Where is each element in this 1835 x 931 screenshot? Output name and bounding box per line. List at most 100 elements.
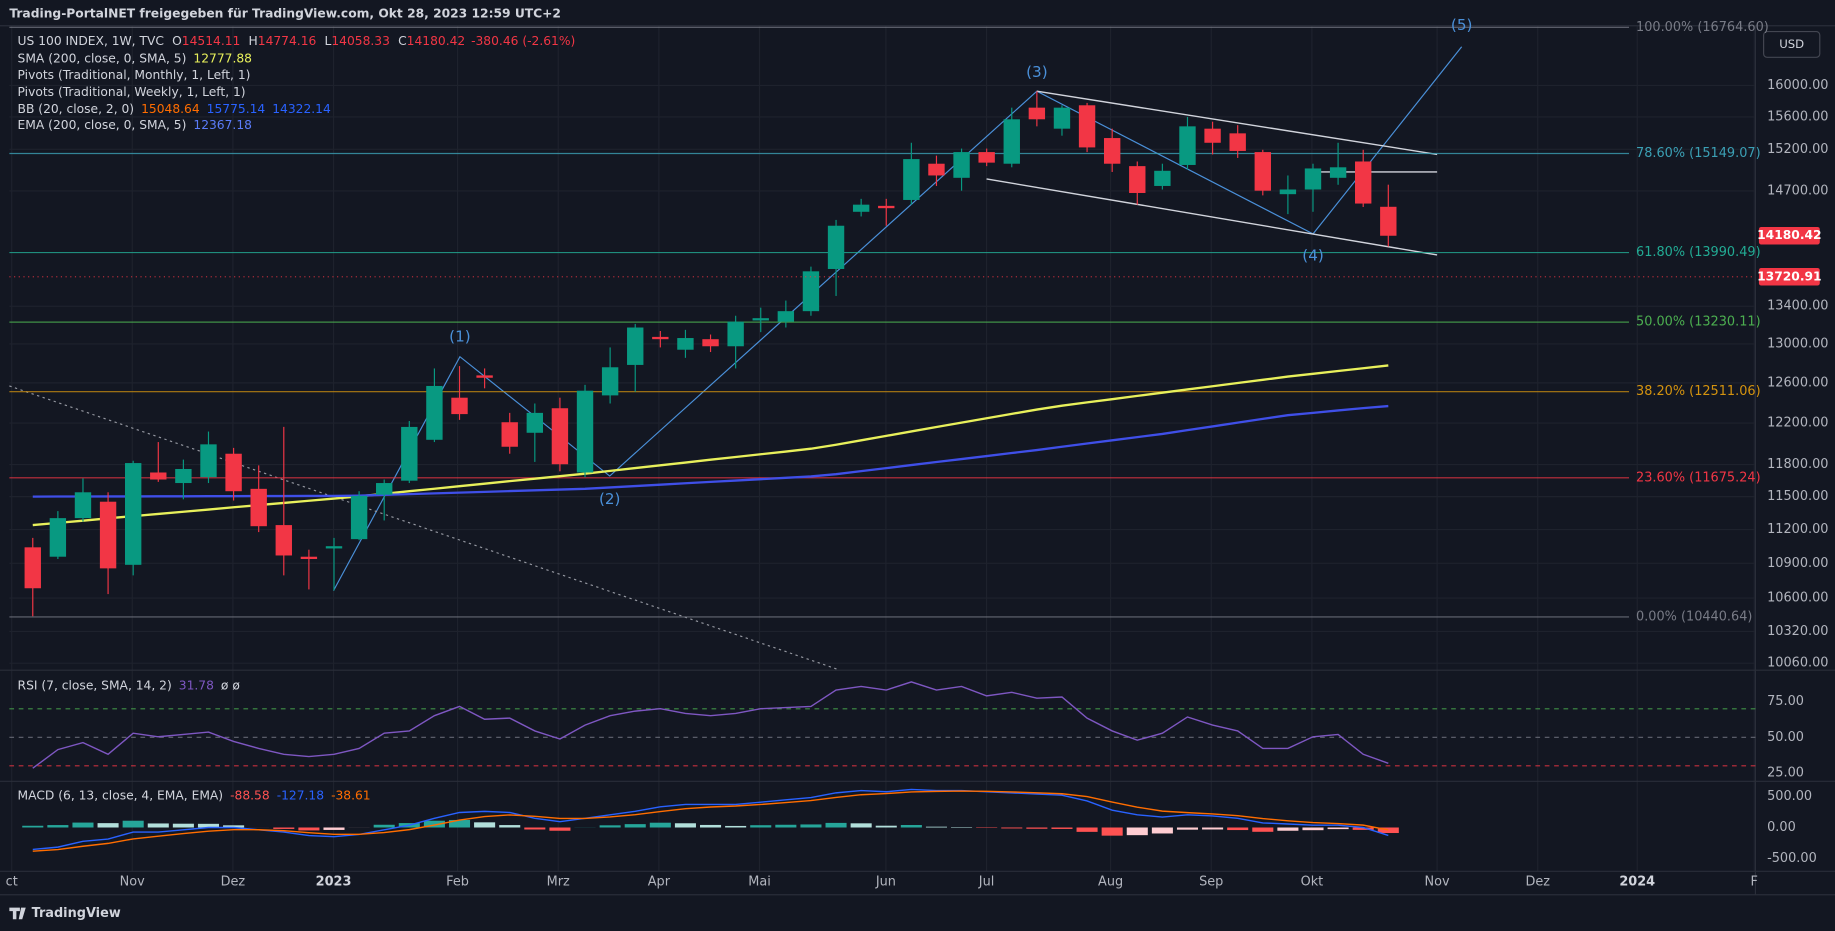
fib-label: 23.60% (11675.24): [1636, 470, 1761, 485]
indicator-name: MACD (6, 13, close, 4, EMA, EMA): [18, 788, 224, 802]
indicator-value: 12367.18: [193, 118, 252, 132]
y-tick-label: 12200.00: [1767, 416, 1828, 431]
macd-histogram-bar: [1076, 827, 1098, 832]
x-tick-label: Nov: [120, 874, 145, 889]
macd-histogram-bar: [775, 824, 797, 828]
y-tick-label: 11500.00: [1767, 489, 1828, 504]
macd-histogram-bar: [900, 825, 922, 828]
candle-body: [1053, 107, 1071, 129]
candle-body: [175, 468, 192, 484]
currency-button[interactable]: [1763, 30, 1821, 58]
macd-histogram-bar: [323, 827, 345, 830]
fib-label: 38.20% (12511.06): [1636, 384, 1761, 399]
wave-label: (3): [1026, 63, 1048, 81]
indicator-value: -38.61: [331, 788, 371, 802]
y-tick-label: 11800.00: [1767, 457, 1828, 472]
x-tick-label: Feb: [446, 874, 469, 889]
ohlc-label: L: [325, 33, 332, 47]
currency-label[interactable]: USD: [1779, 37, 1804, 51]
candle-body: [1003, 119, 1020, 164]
legend-line: BB (20, close, 2, 0) 15048.64 15775.14 1432…: [18, 101, 331, 115]
y-tick-label: 0.00: [1767, 820, 1796, 835]
candle-body: [250, 488, 267, 527]
macd-histogram-bar: [122, 820, 144, 828]
macd-histogram-bar: [499, 825, 521, 828]
macd-histogram-bar: [1352, 827, 1374, 830]
macd-histogram-bar: [97, 823, 119, 828]
fib-label: 50.00% (13230.11): [1636, 315, 1761, 330]
candle-body: [777, 311, 795, 322]
macd-line: [32, 790, 1389, 852]
candle-body: [1103, 138, 1121, 164]
legend-line: SMA (200, close, 0, SMA, 5) 12777.88: [18, 51, 252, 65]
macd-histogram-bar: [624, 824, 646, 828]
indicator-value: 15775.14: [207, 101, 266, 115]
x-tick-label: Dez: [1525, 874, 1550, 889]
macd-histogram-bar: [1377, 827, 1399, 834]
candle-body: [852, 204, 870, 212]
candle-body: [677, 338, 694, 350]
candle-body: [903, 159, 920, 200]
indicator-value: 15048.64: [141, 101, 200, 115]
candle-body: [200, 444, 217, 478]
y-tick-label: 25.00: [1767, 765, 1804, 780]
candle-body: [702, 339, 719, 347]
y-tick-label: 13000.00: [1767, 336, 1828, 351]
ohlc-value: 14058.33: [331, 33, 390, 47]
legend-line: Pivots (Traditional, Monthly, 1, Left, 1…: [18, 67, 251, 81]
indicator-name: Pivots (Traditional, Weekly, 1, Left, 1): [18, 84, 246, 98]
ohlc-label: C: [398, 33, 407, 47]
ohlc-label: O: [172, 33, 182, 47]
candle-body: [426, 385, 443, 440]
wave-label: (5): [1451, 16, 1473, 34]
macd-histogram-bar: [1202, 827, 1224, 830]
macd-histogram-bar: [925, 826, 947, 828]
legend-line: RSI (7, close, SMA, 14, 2) 31.78 ø ø: [18, 678, 241, 692]
candle-body: [551, 408, 569, 465]
y-tick-label: -500.00: [1767, 851, 1817, 866]
candle-body: [1355, 161, 1372, 204]
candle-body: [953, 152, 970, 178]
y-tick-label: 50.00: [1767, 730, 1804, 745]
candle-body: [1304, 168, 1322, 190]
y-tick-label: 15200.00: [1767, 142, 1828, 157]
x-tick-label: 2024: [1619, 874, 1655, 889]
macd-histogram-bar: [197, 823, 220, 828]
y-tick-label: 10320.00: [1767, 624, 1828, 639]
x-tick-label: Nov: [1425, 874, 1450, 889]
price-tag: [1758, 267, 1820, 286]
candle-body: [1254, 152, 1271, 191]
candle-body: [727, 321, 744, 347]
candle-body: [1078, 105, 1096, 148]
candle-body: [1179, 126, 1196, 165]
indicator-name: Pivots (Traditional, Monthly, 1, Left, 1…: [18, 67, 251, 81]
indicator-name: BB (20, close, 2, 0): [18, 101, 135, 115]
candle-body: [1279, 189, 1297, 195]
fib-label: 61.80% (13990.49): [1636, 245, 1761, 260]
macd-histogram-bar: [47, 825, 69, 828]
candle-body: [1229, 133, 1246, 151]
ohlc-value: 14774.16: [258, 33, 317, 47]
indicator-extra: ø ø: [221, 678, 240, 692]
candle-body: [451, 397, 468, 415]
candle-body: [627, 327, 644, 365]
candle-body: [652, 336, 669, 340]
macd-histogram-bar: [22, 825, 44, 828]
x-tick-label: 2023: [316, 874, 352, 889]
macd-histogram-bar: [1051, 827, 1073, 829]
indicator-name: EMA (200, close, 0, SMA, 5): [18, 118, 187, 132]
candle-body: [49, 518, 67, 557]
candle-body: [74, 492, 92, 519]
x-tick-label: F: [1751, 874, 1758, 889]
symbol: US 100 INDEX, 1W, TVC: [18, 33, 164, 47]
ohlc-label: H: [249, 33, 258, 47]
rsi-line: [32, 681, 1389, 769]
candle-body: [526, 412, 544, 433]
macd-histogram-bar: [674, 823, 696, 828]
indicator-value: -127.18: [277, 788, 324, 802]
logo-icon: [9, 907, 26, 920]
x-tick-label: Aug: [1098, 874, 1123, 889]
fib-label: 100.00% (16764.60): [1636, 20, 1769, 35]
candle-body: [878, 205, 895, 209]
